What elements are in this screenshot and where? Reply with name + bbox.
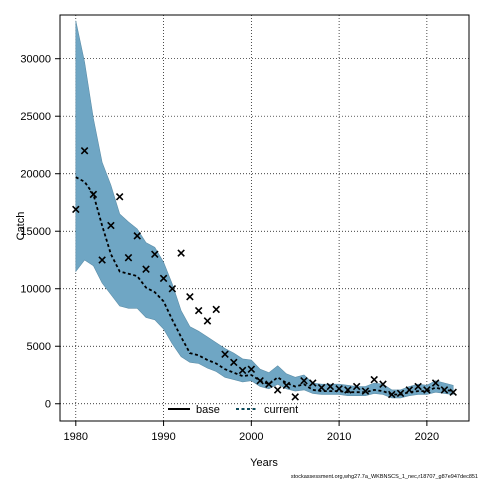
observation-point	[238, 366, 247, 375]
y-tick-label: 0	[45, 399, 51, 411]
observation-point	[440, 386, 449, 394]
observation-point	[142, 265, 150, 273]
x-tick-label: 2020	[415, 431, 439, 443]
legend-current-label: current	[264, 404, 298, 416]
observation-point	[186, 293, 194, 301]
observed-catch-points	[72, 146, 457, 401]
observation-point	[379, 380, 387, 388]
observation-point	[352, 382, 361, 391]
y-tick-label: 15000	[20, 226, 51, 238]
observation-point	[344, 386, 352, 394]
observation-point	[230, 358, 238, 367]
x-tick-label: 2000	[239, 431, 263, 443]
observation-point	[317, 383, 326, 392]
observation-point	[177, 249, 185, 257]
observation-point	[431, 379, 440, 387]
y-axis-title: Catch	[15, 212, 27, 241]
x-tick-label: 2010	[327, 431, 351, 443]
observation-point	[247, 365, 256, 374]
observation-point	[89, 190, 98, 199]
y-tick-label: 5000	[27, 341, 51, 353]
y-tick-label: 30000	[20, 54, 51, 66]
observation-point	[282, 381, 291, 390]
y-tick-label: 20000	[20, 169, 51, 181]
observation-point	[98, 256, 106, 264]
observation-point	[396, 389, 405, 398]
observation-point	[361, 387, 370, 395]
observation-point	[168, 284, 177, 293]
observation-point	[124, 253, 133, 262]
observation-point	[326, 382, 335, 391]
observation-point	[115, 192, 124, 201]
observation-point	[300, 376, 308, 385]
observation-point	[291, 393, 299, 401]
plot-frame	[59, 14, 470, 422]
y-tick-label: 10000	[20, 284, 51, 296]
observation-point	[133, 232, 142, 240]
observation-point	[107, 221, 115, 230]
legend: base current	[168, 404, 298, 416]
observation-point	[370, 375, 378, 384]
observation-point	[273, 386, 282, 394]
observation-point	[159, 274, 168, 283]
observation-point	[414, 382, 422, 391]
x-axis-title: Years	[250, 457, 278, 469]
observation-point	[203, 317, 212, 325]
observation-point	[194, 306, 203, 315]
grid	[60, 15, 469, 421]
observation-point	[309, 379, 317, 387]
observation-point	[151, 250, 159, 258]
confidence-band	[75, 20, 454, 399]
observation-point	[335, 385, 343, 393]
observation-point	[405, 386, 414, 394]
x-axis-ticks: 1980 1990 2000 2010 2020	[64, 421, 439, 443]
x-tick-label: 1980	[64, 431, 88, 443]
observation-point	[423, 386, 431, 394]
observation-point	[265, 380, 273, 388]
observation-point	[72, 205, 80, 214]
x-tick-label: 1990	[151, 431, 175, 443]
legend-base-label: base	[196, 404, 220, 416]
y-axis-ticks: 0 5000 10000 15000 20000 25000 30000	[20, 54, 60, 411]
observation-point	[256, 376, 264, 385]
observation-point	[221, 350, 229, 359]
observation-point	[80, 146, 89, 155]
y-tick-label: 25000	[20, 111, 51, 123]
observation-point	[449, 388, 457, 397]
observation-point	[387, 390, 396, 399]
footer-note: stockassessment.org,whg27.7a_WKBNSCS_1_n…	[291, 474, 478, 480]
observation-point	[212, 305, 220, 314]
